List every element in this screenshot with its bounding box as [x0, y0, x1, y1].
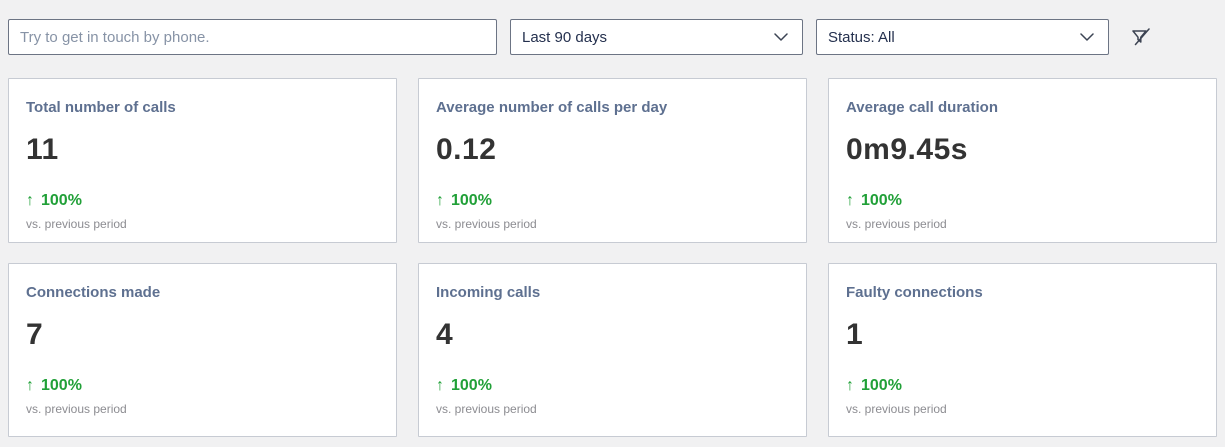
stat-card-avg-call-duration: Average call duration 0m9.45s ↑ 100% vs. …	[828, 78, 1217, 243]
stat-card-value: 1	[846, 318, 864, 351]
stat-card-title: Average number of calls per day	[436, 99, 668, 116]
stat-card-delta-value: 100%	[451, 377, 492, 394]
stat-card-delta: ↑ 100%	[846, 377, 1198, 395]
arrow-up-icon: ↑	[26, 377, 34, 394]
chevron-down-icon	[1080, 33, 1094, 41]
stat-card-value: 0.12	[436, 133, 497, 166]
stat-card-delta: ↑ 100%	[846, 192, 1198, 210]
arrow-up-icon: ↑	[436, 377, 444, 394]
date-range-value: Last 90 days	[522, 28, 608, 46]
stat-card-delta: ↑ 100%	[436, 377, 788, 395]
arrow-up-icon: ↑	[846, 377, 854, 394]
filter-off-icon	[1132, 28, 1150, 46]
stat-card-incoming-calls: Incoming calls 4 ↑ 100% vs. previous peri…	[418, 263, 807, 437]
stat-card-value: 0m9.45s	[846, 133, 968, 166]
stat-card-delta-value: 100%	[451, 192, 492, 209]
stat-card-comparison: vs. previous period	[846, 217, 947, 231]
stat-card-title: Faulty connections	[846, 284, 983, 301]
stat-card-avg-calls-per-day: Average number of calls per day 0.12 ↑ 10…	[418, 78, 807, 243]
stat-card-comparison: vs. previous period	[846, 402, 947, 416]
arrow-up-icon: ↑	[26, 192, 34, 209]
stat-card-value: 11	[26, 133, 59, 166]
arrow-up-icon: ↑	[846, 192, 854, 209]
clear-filters-button[interactable]	[1124, 20, 1158, 54]
stat-card-delta: ↑ 100%	[26, 192, 378, 210]
stat-card-delta-value: 100%	[861, 192, 902, 209]
stat-card-delta-value: 100%	[41, 192, 82, 209]
stat-card-connections-made: Connections made 7 ↑ 100% vs. previous pe…	[8, 263, 397, 437]
search-input[interactable]	[8, 19, 497, 55]
stat-card-title: Average call duration	[846, 99, 998, 116]
arrow-up-icon: ↑	[436, 192, 444, 209]
stat-card-delta-value: 100%	[41, 377, 82, 394]
chevron-down-icon	[774, 33, 788, 41]
stat-card-delta: ↑ 100%	[436, 192, 788, 210]
stat-card-comparison: vs. previous period	[436, 402, 537, 416]
stat-card-comparison: vs. previous period	[436, 217, 537, 231]
stat-card-delta: ↑ 100%	[26, 377, 378, 395]
stat-card-delta-value: 100%	[861, 377, 902, 394]
stat-card-comparison: vs. previous period	[26, 217, 127, 231]
status-dropdown[interactable]: Status: All	[816, 19, 1109, 55]
stats-grid: Total number of calls 11 ↑ 100% vs. previ…	[8, 78, 1217, 437]
stat-card-title: Incoming calls	[436, 284, 541, 301]
status-value: Status: All	[828, 28, 895, 46]
filter-bar: Last 90 days Status: All	[0, 0, 1225, 55]
stat-card-value: 7	[26, 318, 44, 351]
stat-card-title: Total number of calls	[26, 99, 176, 116]
stat-card-value: 4	[436, 318, 454, 351]
date-range-dropdown[interactable]: Last 90 days	[510, 19, 803, 55]
stat-card-comparison: vs. previous period	[26, 402, 127, 416]
stat-card-faulty-connections: Faulty connections 1 ↑ 100% vs. previous …	[828, 263, 1217, 437]
stat-card-total-calls: Total number of calls 11 ↑ 100% vs. previ…	[8, 78, 397, 243]
stat-card-title: Connections made	[26, 284, 161, 301]
